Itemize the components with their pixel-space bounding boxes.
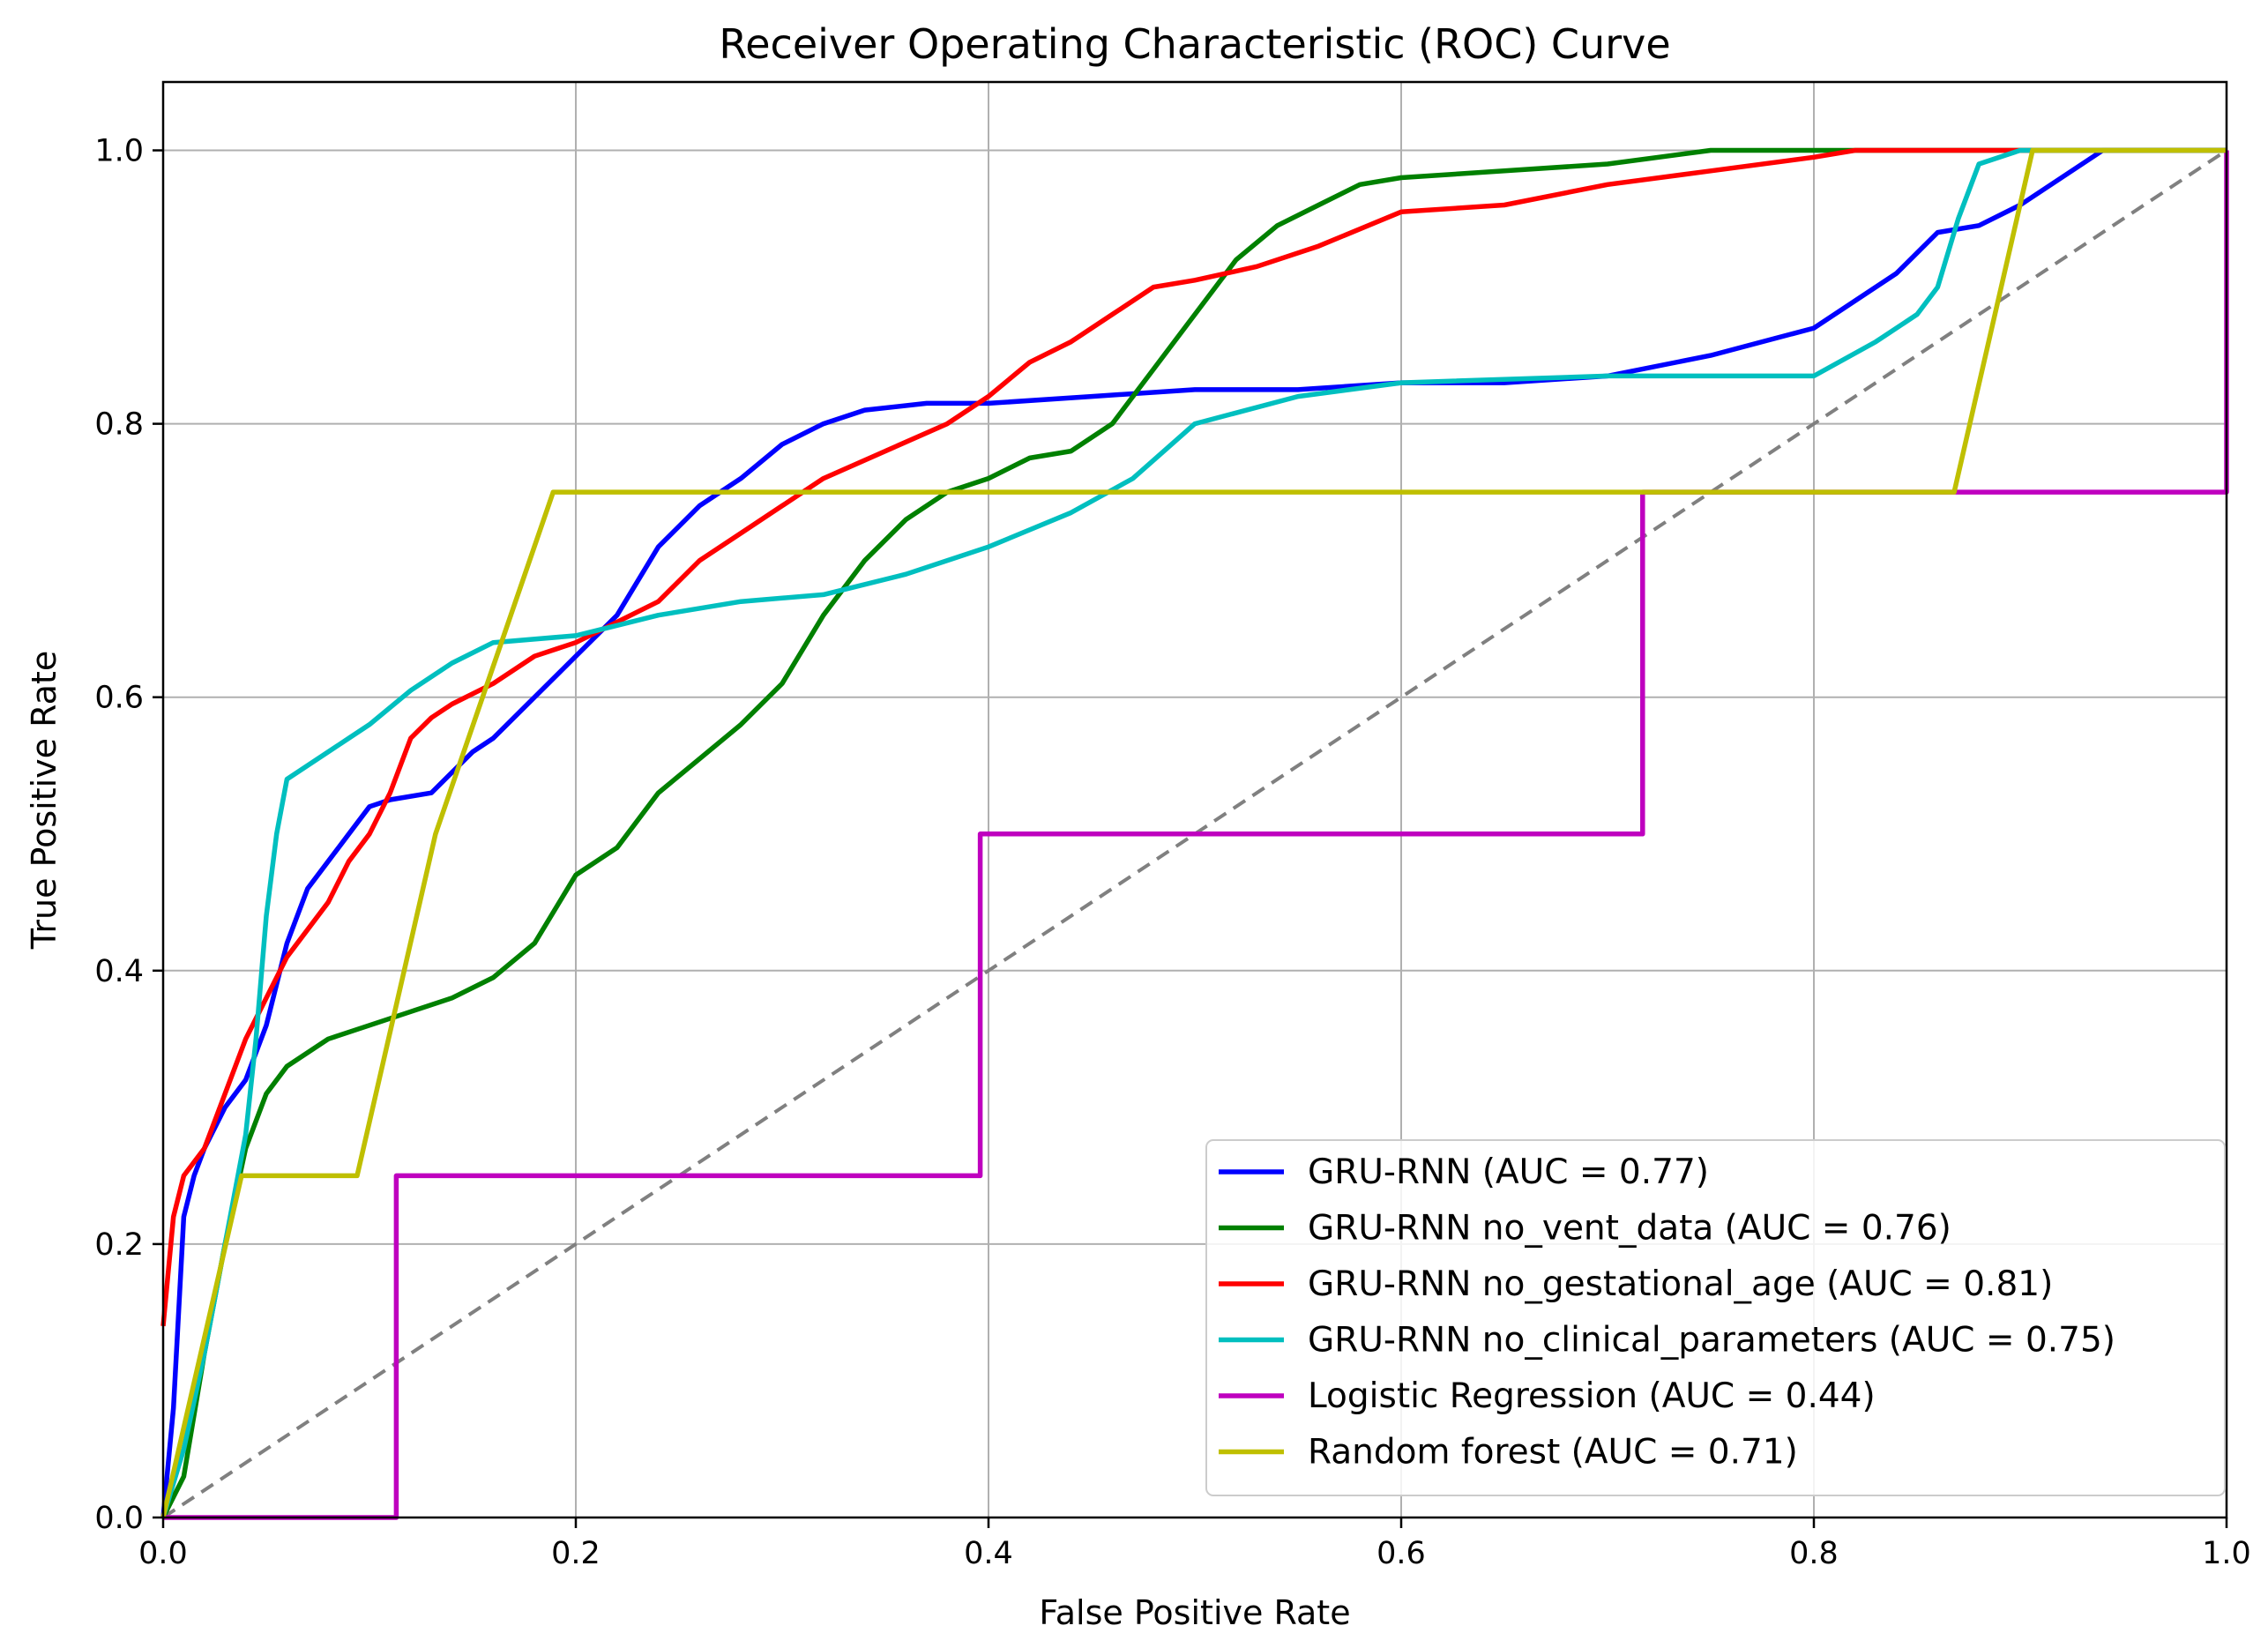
y-tick-label: 0.8 — [94, 407, 144, 443]
y-tick-label: 0.4 — [94, 954, 144, 989]
plot-area — [160, 147, 2229, 1520]
legend-label-0: GRU-RNN (AUC = 0.77) — [1308, 1152, 1709, 1192]
ticks: 0.0 0.2 0.4 0.6 0.8 1.0 0.0 0.2 0.4 0.6 0.8 1.0 — [94, 134, 2251, 1571]
y-axis-label: True Positive Rate — [25, 651, 63, 951]
series-line-3 — [160, 147, 2227, 1518]
x-tick-label: 0.8 — [1789, 1536, 1839, 1571]
legend-label-3: GRU-RNN no_clinical_parameters (AUC = 0.… — [1308, 1321, 2115, 1361]
legend-box — [1205, 1139, 2226, 1496]
legend-label-2: GRU-RNN no_gestational_age (AUC = 0.81) — [1308, 1264, 2053, 1304]
legend: GRU-RNN (AUC = 0.77) GRU-RNN no_vent_data… — [1205, 1139, 2226, 1496]
legend-label-5: Random forest (AUC = 0.71) — [1308, 1433, 1798, 1473]
y-tick-label: 0.0 — [94, 1501, 144, 1536]
legend-label-1: GRU-RNN no_vent_data (AUC = 0.76) — [1308, 1209, 1951, 1249]
x-tick-label: 0.2 — [551, 1536, 601, 1571]
chart-title: Receiver Operating Characteristic (ROC) … — [719, 20, 1670, 68]
x-tick-label: 0.4 — [964, 1536, 1013, 1571]
series-line-1 — [160, 147, 2227, 1519]
plot-frame — [161, 80, 2228, 1519]
series-line-4 — [163, 150, 2229, 1520]
series-line-2 — [160, 147, 2227, 1327]
y-tick-label: 0.6 — [94, 681, 144, 716]
x-tick-label: 0.6 — [1376, 1536, 1426, 1571]
y-tick-label: 0.2 — [94, 1227, 144, 1263]
x-tick-label: 1.0 — [2202, 1536, 2251, 1571]
x-axis-label: False Positive Rate — [1039, 1593, 1350, 1632]
x-tick-label: 0.0 — [138, 1536, 188, 1571]
series-line-5 — [160, 147, 2227, 1518]
legend-label-4: Logistic Regression (AUC = 0.44) — [1308, 1376, 1876, 1416]
y-tick-label: 1.0 — [94, 134, 144, 169]
